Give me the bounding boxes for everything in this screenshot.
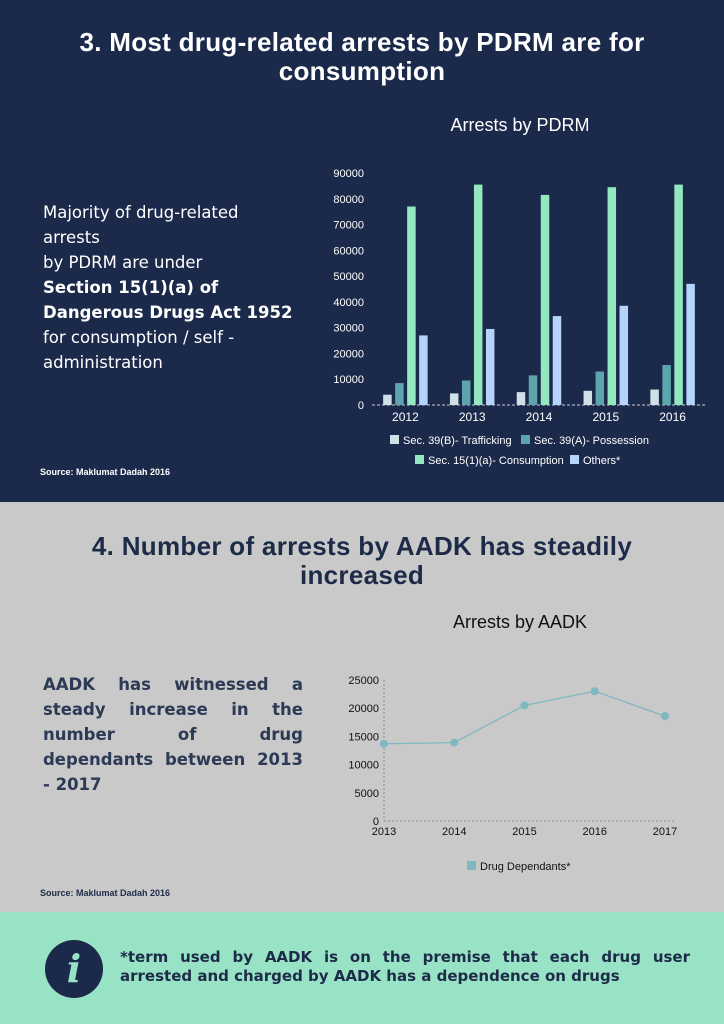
y-tick-label: 70000	[333, 220, 364, 232]
series-line-drug-dependants	[383, 690, 666, 745]
y-tick-label: 20000	[348, 703, 379, 715]
bar-2015-s1	[595, 371, 605, 405]
bar-2012-s3	[419, 335, 428, 405]
bar-2014-s0	[516, 392, 526, 405]
legend-swatch	[390, 435, 399, 444]
y-tick-label: 50000	[333, 271, 364, 283]
data-point-2017	[661, 712, 669, 721]
x-tick-label: 2016	[583, 826, 607, 838]
aadk-section: 4. Number of arrests by AADK has steadil…	[0, 502, 724, 912]
x-tick-label: 2014	[526, 410, 553, 424]
x-tick-label: 2013	[372, 826, 396, 838]
y-tick-label: 10000	[348, 760, 379, 772]
legend-label: Sec. 39(B)- Trafficking	[403, 435, 512, 447]
bar-2014-s2	[540, 194, 550, 405]
bar-2013-s3	[485, 328, 495, 405]
x-tick-label: 2015	[512, 826, 536, 838]
x-tick-label: 2013	[459, 410, 486, 424]
aadk-lead-text: AADK has witnessed a steady increase in …	[43, 675, 303, 794]
bar-2013-s0	[449, 393, 459, 405]
bar-2012-s0	[383, 394, 392, 405]
pdrm-lead-line1: Majority of drug-related arrests	[43, 203, 239, 247]
bar-2016-s3	[686, 283, 695, 405]
aadk-heading: 4. Number of arrests by AADK has steadil…	[91, 531, 633, 590]
bar-2016-s2	[674, 184, 683, 405]
bar-2016-s1	[662, 365, 671, 405]
footnote-section: i *term used by AADK is on the premise t…	[0, 912, 724, 1024]
y-tick-label: 25000	[348, 675, 379, 687]
pdrm-chart-title: Arrests by PDRM	[450, 115, 590, 135]
y-tick-label: 20000	[333, 348, 364, 360]
legend-label: Others*	[583, 455, 621, 467]
pdrm-heading: 3. Most drug-related arrests by PDRM are…	[79, 27, 645, 86]
pdrm-lead-line3: for consumption / self -administration	[43, 328, 235, 372]
bar-2013-s1	[461, 380, 471, 405]
y-tick-label: 0	[373, 816, 379, 828]
bar-2016-s0	[650, 389, 659, 405]
pdrm-lead-text: Majority of drug-related arrests by PDRM…	[43, 200, 293, 375]
bar-2013-s2	[473, 184, 483, 405]
x-tick-label: 2015	[592, 410, 619, 424]
y-tick-label: 60000	[333, 245, 364, 257]
bar-2015-s0	[583, 390, 593, 405]
y-tick-label: 10000	[333, 374, 364, 386]
x-tick-label: 2014	[442, 826, 466, 838]
legend-swatch	[570, 455, 579, 464]
aadk-source: Source: Maklumat Dadah 2016	[40, 888, 171, 898]
bar-2015-s2	[607, 187, 617, 405]
data-point-2015	[520, 701, 529, 710]
y-tick-label: 5000	[355, 788, 379, 800]
data-point-2014	[450, 738, 459, 747]
x-tick-label: 2012	[392, 410, 419, 424]
y-tick-label: 15000	[348, 731, 379, 743]
legend-swatch	[415, 455, 424, 464]
y-tick-label: 0	[358, 400, 364, 412]
legend-label: Sec. 15(1)(a)- Consumption	[428, 455, 564, 467]
pdrm-bar-chart: 0 10000 20000 30000 40000 50000 60000 70000 8000…	[333, 168, 706, 467]
legend-swatch	[521, 435, 530, 444]
pdrm-section: 3. Most drug-related arrests by PDRM are…	[0, 0, 724, 502]
x-tick-label: 2017	[653, 826, 677, 838]
legend-label: Sec. 39(A)- Possession	[534, 435, 649, 447]
y-tick-label: 80000	[333, 194, 364, 206]
y-tick-label: 30000	[333, 323, 364, 335]
legend-swatch	[467, 861, 476, 870]
pdrm-lead-bold: Section 15(1)(a) of Dangerous Drugs Act …	[43, 278, 293, 322]
aadk-chart-title: Arrests by AADK	[452, 612, 588, 632]
bar-2014-s1	[528, 375, 538, 405]
info-icon: i	[45, 940, 103, 998]
legend-label: Drug Dependants*	[480, 861, 571, 873]
pdrm-lead-line2: by PDRM are under	[43, 253, 203, 272]
footnote-text: *term used by AADK is on the premise tha…	[120, 948, 690, 985]
aadk-line-chart: 0 5000 10000 15000 20000 25000 2013 2014 2015 201…	[348, 675, 677, 873]
y-tick-label: 40000	[333, 297, 364, 309]
pdrm-source: Source: Maklumat Dadah 2016	[40, 467, 171, 477]
y-tick-label: 90000	[333, 168, 364, 180]
x-tick-label: 2016	[659, 410, 686, 424]
data-point-2013	[380, 739, 388, 748]
bar-2014-s3	[552, 316, 562, 405]
bar-2012-s1	[395, 383, 404, 405]
data-point-2016	[590, 687, 599, 696]
bar-2015-s3	[619, 305, 629, 405]
bar-2012-s2	[407, 206, 416, 405]
